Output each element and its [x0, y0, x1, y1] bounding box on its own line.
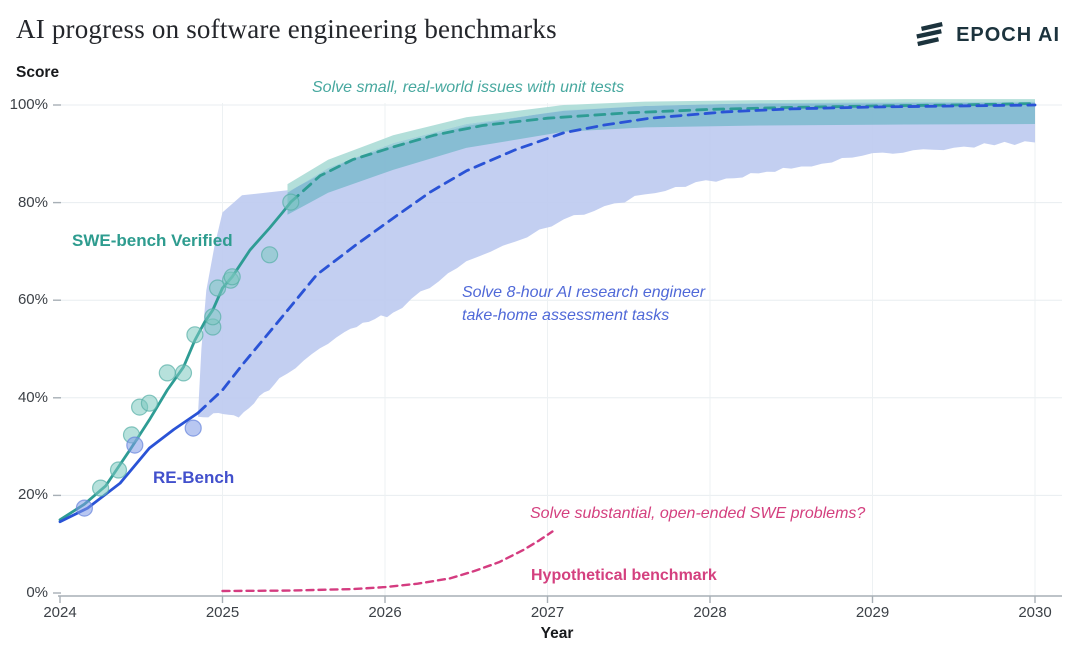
curve-swe-bench-verified-forecast- [289, 102, 1037, 204]
bands-group [198, 99, 1036, 418]
annotation-re-bench: Solve 8-hour AI research engineer take-h… [462, 284, 706, 325]
y-tick-label: 0% [26, 584, 48, 601]
y-tick-label: 60% [17, 291, 48, 309]
epoch-logo-icon [916, 22, 943, 47]
chart-title: AI progress on software engineering benc… [16, 14, 557, 44]
curve-re-bench-forecast- [196, 103, 1037, 415]
band-swe-bench-forecast-interval [287, 101, 1035, 215]
x-tick-label: 2030 [1018, 604, 1052, 621]
series-label-re-bench: RE-Bench [153, 468, 235, 487]
epoch-logo-text: EPOCH AI [956, 24, 1060, 46]
x-tick-label: 2028 [693, 604, 727, 621]
y-tick-label: 100% [9, 96, 48, 113]
scatter-re-bench-scores [75, 419, 202, 517]
scatter-group [75, 193, 300, 517]
x-tick-label: 2024 [43, 604, 77, 621]
y-tick-label: 40% [17, 388, 48, 406]
x-tick-label: 2029 [855, 604, 890, 621]
annotation-hypothetical: Solve substantial, open-ended SWE proble… [530, 505, 866, 522]
x-tick-label: 2027 [530, 604, 565, 621]
x-axis-title: Year [540, 625, 574, 642]
curve-hypothetical-benchmark [221, 530, 554, 593]
band-swe-bench-forecast-interval-outer [287, 99, 1035, 193]
x-tick-label: 2026 [368, 604, 402, 621]
axis-group [53, 104, 1062, 603]
scatter-swe-bench-scores [91, 193, 300, 497]
series-label-hypothetical: Hypothetical benchmark [531, 567, 717, 584]
y-axis-title: Score [16, 64, 60, 81]
series-label-swe-bench: SWE-bench Verified [72, 231, 233, 250]
y-tick-label: 20% [17, 486, 48, 504]
y-tick-label: 80% [17, 193, 48, 211]
x-tick-label: 2025 [205, 604, 240, 621]
annotation-swe-bench: Solve small, real-world issues with unit… [312, 79, 625, 96]
band-re-bench-forecast-interval [198, 102, 1036, 418]
epoch-logo: EPOCH AI [913, 22, 1060, 49]
